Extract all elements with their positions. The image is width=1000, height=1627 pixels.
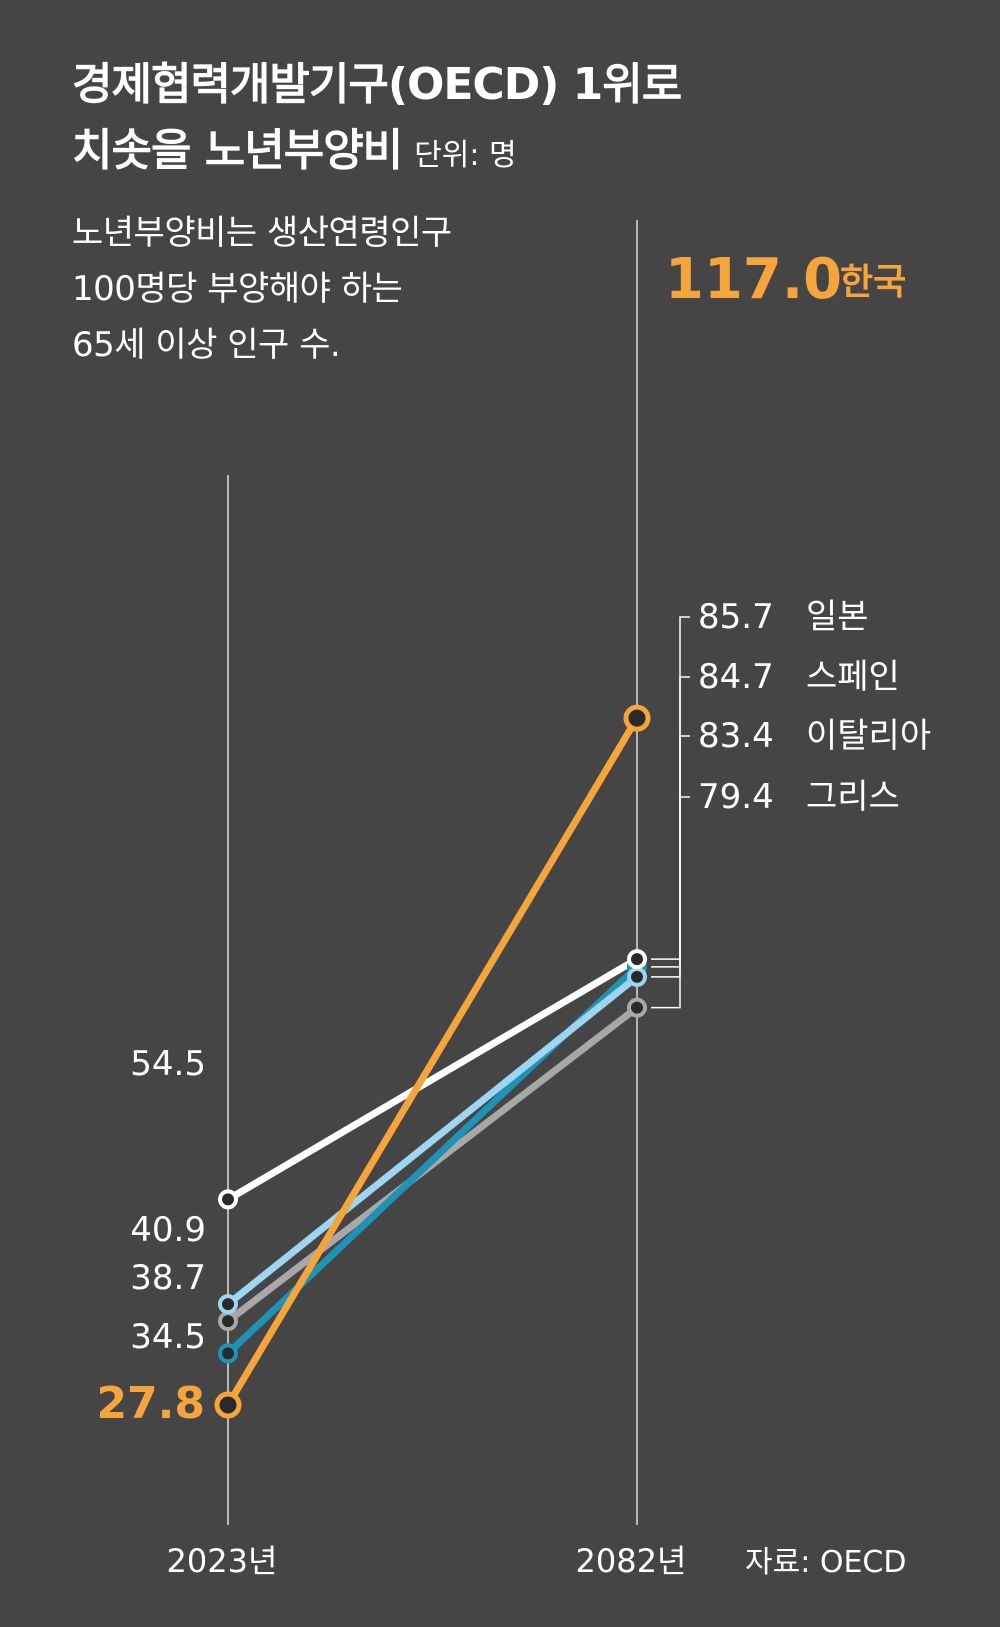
start-value-label: 54.5	[130, 1044, 206, 1084]
data-point-일본-1	[627, 949, 647, 970]
start-value-label: 34.5	[130, 1317, 206, 1357]
series-name-label: 이탈리아	[806, 716, 931, 756]
source-note: 자료: OECD	[745, 1545, 907, 1580]
leader-line	[651, 676, 690, 968]
chart-description: 노년부양비는 생산연령인구 100명당 부양해야 하는 65세 이상 인구 수.	[72, 205, 452, 373]
data-point-이탈리아-0	[218, 1294, 238, 1315]
data-point-이탈리아-1	[627, 966, 647, 987]
leader-line	[651, 616, 690, 960]
series-name-label: 스페인	[806, 657, 900, 697]
data-point-그리스-1	[627, 997, 647, 1018]
chart-title: 경제협력개발기구(OECD) 1위로 치솟을 노년부양비 단위: 명	[72, 52, 682, 189]
x-tick-label: 2082년	[576, 1542, 687, 1580]
series-line-이탈리아	[224, 973, 641, 1308]
title-line-2-text: 치솟을 노년부양비	[72, 125, 403, 176]
end-value-label: 84.7	[698, 657, 774, 697]
data-point-한국-0	[214, 1391, 242, 1419]
data-point-스페인-0	[218, 1343, 238, 1364]
start-value-label: 27.8	[96, 1378, 205, 1429]
series-line-한국	[224, 714, 641, 1409]
data-point-한국-1	[623, 704, 651, 732]
description-line-3: 65세 이상 인구 수.	[72, 325, 341, 365]
end-value-label: 117.0	[665, 247, 842, 312]
description-line-1: 노년부양비는 생산연령인구	[72, 213, 452, 253]
end-value-label: 79.4	[698, 777, 774, 817]
start-value-label: 40.9	[130, 1210, 206, 1250]
series-name-label: 그리스	[806, 777, 900, 817]
series-name-label: 한국	[840, 262, 906, 303]
data-point-그리스-0	[218, 1311, 238, 1332]
series-line-일본	[224, 955, 641, 1203]
end-value-label: 83.4	[698, 716, 774, 756]
end-value-label: 85.7	[698, 597, 774, 637]
x-tick-label: 2023년	[167, 1542, 278, 1580]
leader-line	[651, 735, 690, 978]
description-line-2: 100명당 부양해야 하는	[72, 269, 403, 309]
unit-label: 단위: 명	[414, 138, 517, 173]
title-line-1: 경제협력개발기구(OECD) 1위로	[72, 59, 682, 110]
start-value-label: 38.7	[130, 1258, 206, 1298]
data-point-일본-0	[218, 1189, 238, 1210]
series-name-label: 일본	[806, 597, 869, 637]
title-line-2: 치솟을 노년부양비 단위: 명	[72, 118, 681, 189]
leader-line	[651, 796, 690, 1009]
